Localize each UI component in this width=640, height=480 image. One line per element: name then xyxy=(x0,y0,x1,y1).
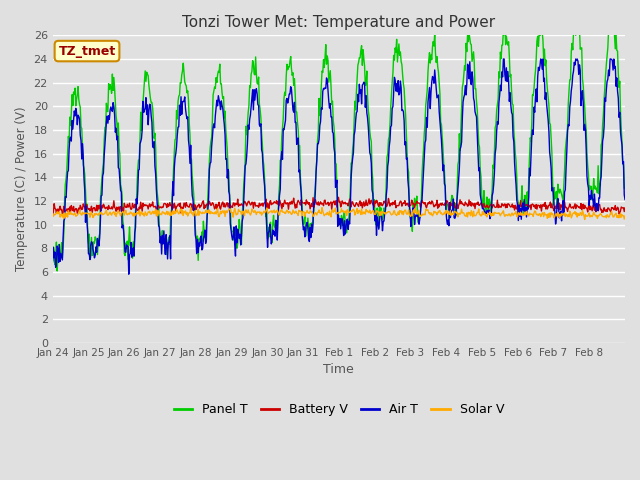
Solar V xyxy=(431,210,438,216)
Battery V xyxy=(431,204,438,209)
Battery V xyxy=(335,194,342,200)
Y-axis label: Temperature (C) / Power (V): Temperature (C) / Power (V) xyxy=(15,107,28,272)
Air T xyxy=(222,156,230,162)
Air T xyxy=(621,197,629,203)
Battery V xyxy=(250,205,257,211)
Panel T xyxy=(222,126,230,132)
Air T xyxy=(431,67,438,73)
Air T xyxy=(500,56,508,62)
Legend: Panel T, Battery V, Air T, Solar V: Panel T, Battery V, Air T, Solar V xyxy=(169,398,509,421)
Air T xyxy=(125,271,132,277)
Solar V xyxy=(49,211,56,216)
Air T xyxy=(116,177,124,183)
Line: Solar V: Solar V xyxy=(52,208,625,219)
Air T xyxy=(272,217,280,223)
Panel T xyxy=(116,181,124,187)
Solar V xyxy=(621,213,629,219)
Panel T xyxy=(53,268,61,274)
Solar V xyxy=(116,211,124,217)
Line: Air T: Air T xyxy=(52,59,625,274)
Panel T xyxy=(250,71,258,77)
Panel T xyxy=(431,30,438,36)
Solar V xyxy=(318,205,326,211)
Panel T xyxy=(272,220,280,226)
Solar V xyxy=(271,210,279,216)
Title: Tonzi Tower Met: Temperature and Power: Tonzi Tower Met: Temperature and Power xyxy=(182,15,495,30)
Battery V xyxy=(49,212,56,217)
Panel T xyxy=(501,21,509,26)
Text: TZ_tmet: TZ_tmet xyxy=(58,45,116,58)
Solar V xyxy=(221,214,229,219)
Battery V xyxy=(116,208,124,214)
Solar V xyxy=(581,216,589,222)
Panel T xyxy=(49,259,56,265)
Solar V xyxy=(250,209,257,215)
Battery V xyxy=(621,205,629,211)
Panel T xyxy=(621,185,629,191)
Air T xyxy=(49,258,56,264)
Line: Panel T: Panel T xyxy=(52,24,625,271)
Panel T xyxy=(399,72,406,78)
Battery V xyxy=(271,200,279,206)
Solar V xyxy=(399,208,406,214)
Battery V xyxy=(399,201,406,207)
X-axis label: Time: Time xyxy=(323,363,354,376)
Air T xyxy=(250,87,258,93)
Air T xyxy=(399,107,406,113)
Battery V xyxy=(221,204,229,210)
Line: Battery V: Battery V xyxy=(52,197,625,215)
